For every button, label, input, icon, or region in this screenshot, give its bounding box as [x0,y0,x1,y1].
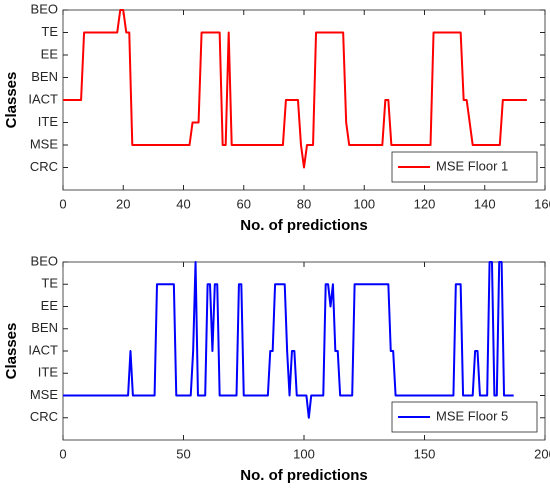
data-line [63,261,514,419]
y-tick-label: BEN [31,69,58,84]
y-tick-label: BEO [31,253,58,268]
y-tick-label: CRC [30,409,58,424]
y-tick-label: TE [41,276,58,291]
x-axis-label: No. of predictions [240,467,368,484]
y-tick-label: BEO [31,1,58,16]
x-tick-label: 120 [414,196,436,211]
y-tick-label: MSE [30,387,59,402]
legend-label: MSE Floor 5 [436,408,508,423]
y-tick-label: EE [41,46,59,61]
x-tick-label: 160 [534,196,550,211]
x-tick-label: 50 [176,446,190,461]
x-tick-label: 140 [474,196,496,211]
x-tick-label: 0 [59,446,66,461]
y-axis-label: Classes [3,323,20,380]
x-tick-label: 60 [237,196,251,211]
x-tick-label: 200 [534,446,550,461]
x-tick-label: 20 [116,196,130,211]
y-axis-label: Classes [3,72,20,129]
y-tick-label: MSE [30,136,59,151]
x-tick-label: 100 [353,196,375,211]
x-tick-label: 40 [176,196,190,211]
x-tick-label: 80 [297,196,311,211]
data-line [63,9,527,169]
y-tick-label: IACT [28,342,58,357]
y-tick-label: CRC [30,159,58,174]
legend-label: MSE Floor 1 [436,158,508,173]
y-tick-label: TE [41,24,58,39]
y-tick-label: ITE [38,365,59,380]
x-tick-label: 100 [293,446,315,461]
x-tick-label: 0 [59,196,66,211]
y-tick-label: IACT [28,91,58,106]
legend-box [391,151,538,183]
x-tick-label: 150 [414,446,436,461]
y-tick-label: ITE [38,114,59,129]
x-axis-label: No. of predictions [240,217,368,234]
y-tick-label: EE [41,298,59,313]
y-tick-label: BEN [31,320,58,335]
